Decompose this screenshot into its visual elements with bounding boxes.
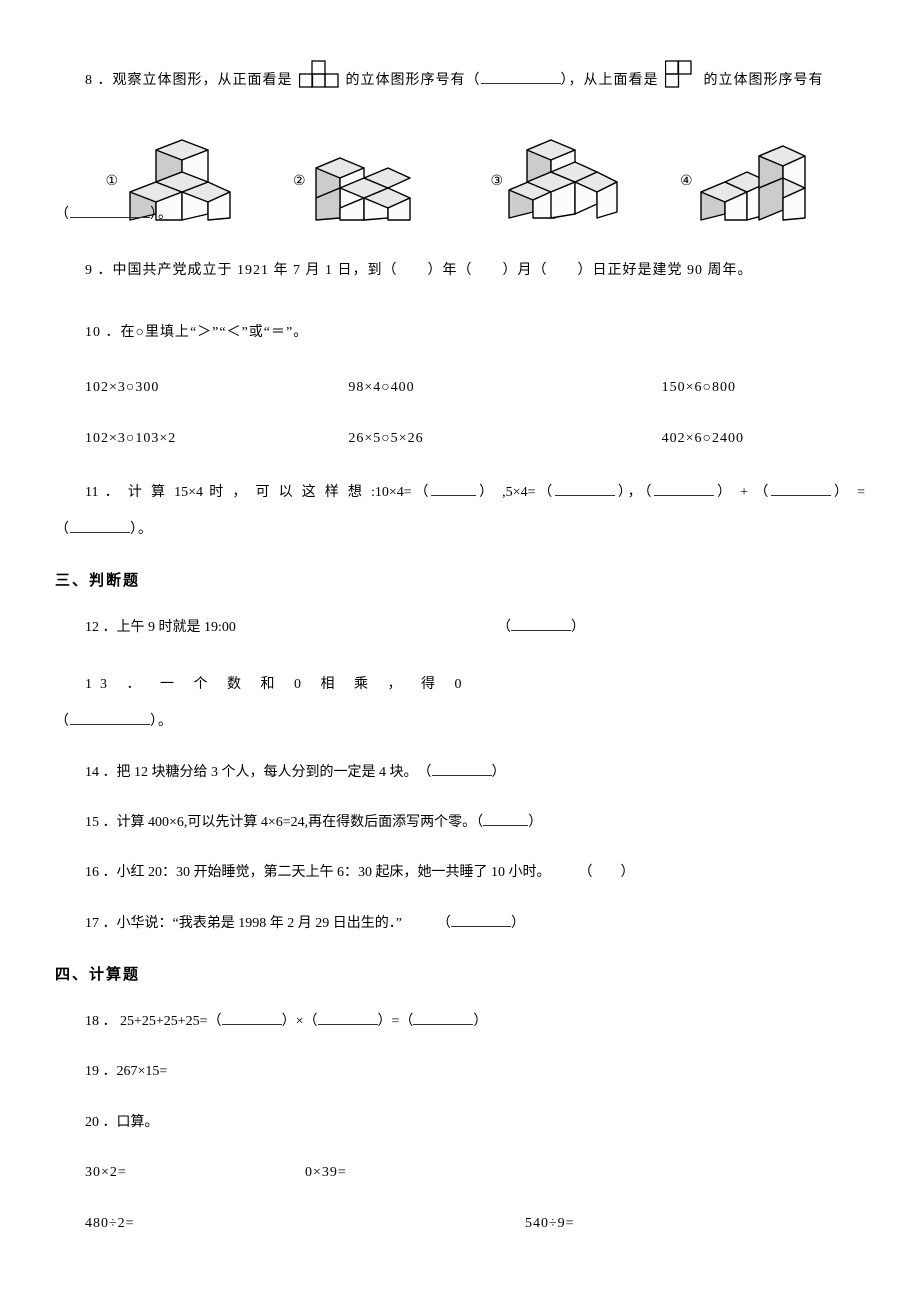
- q8-end: （: [55, 207, 70, 222]
- q17-text: 17 ．小华说：“我表弟是 1998 年 2 月 29 日出生的．” （: [85, 916, 451, 931]
- q11-c: ），（: [615, 485, 654, 500]
- q11-g: ）。: [130, 522, 153, 537]
- q10-lead: 10 ．在○里填上“＞”“＜”或“＝”。: [85, 325, 308, 340]
- q20-r1b: 0×39=: [305, 1162, 347, 1184]
- question-13: 13 ． 一 个 数 和 0 相 乘 ， 得 0: [55, 668, 865, 702]
- q12-paren: （）: [497, 617, 585, 639]
- question-16: 16 ．小红 20：30 开始睡觉，第二天上午 6：30 起床，她一共睡了 10…: [55, 862, 865, 884]
- q10-row2: 102×3○103×2 26×5○5×26 402×6○2400: [55, 428, 865, 450]
- question-8: 8 ．观察立体图形，从正面看是 的立体图形序号有（ ），从上面看是 的立体图形序号…: [55, 60, 865, 102]
- top-view-icon: [665, 60, 697, 102]
- blank: [318, 1011, 378, 1025]
- q20-r2b: 540÷9=: [525, 1213, 575, 1235]
- q12-text: 12 ．上午 9 时就是 19:00: [85, 617, 236, 639]
- q13-cont: （: [55, 714, 70, 729]
- blank: [654, 482, 714, 496]
- blank: [483, 812, 528, 826]
- q18-d: ）: [473, 1014, 487, 1029]
- q8-mid2: ），从上面看是: [561, 73, 659, 88]
- question-9: 9 ．中国共产党成立于 1921 年 7 月 1 日，到（ ）年（ ）月（ ）日…: [55, 254, 865, 288]
- blank: [70, 711, 150, 725]
- blank: [431, 482, 476, 496]
- q10-row1: 102×3○300 98×4○400 150×6○800: [55, 377, 865, 399]
- q10-r2c3: 402×6○2400: [552, 428, 865, 450]
- q10-r1c3: 150×6○800: [552, 377, 865, 399]
- q11-a: 11 ． 计 算 15×4 时 ， 可 以 这 样 想 :10×4=（: [85, 485, 431, 500]
- q11-f: （: [55, 522, 70, 537]
- q11-d: ） + （: [714, 485, 771, 500]
- q19-text: 19 ．267×15=: [85, 1064, 167, 1079]
- question-17: 17 ．小华说：“我表弟是 1998 年 2 月 29 日出生的．” （ ）: [55, 913, 865, 935]
- q18-b: ）×（: [282, 1014, 318, 1029]
- q17-end: ）: [511, 916, 525, 931]
- q8-mid1: 的立体图形序号有（: [346, 73, 481, 88]
- q20-row2: 480÷2= 540÷9=: [55, 1213, 865, 1235]
- q10-r1c2: 98×4○400: [288, 377, 551, 399]
- cube-figure-4: ④: [680, 140, 815, 222]
- question-20-lead: 20 ．口算。: [55, 1112, 865, 1134]
- q8-text: 8 ．观察立体图形，从正面看是 的立体图形序号有（ ），从上面看是 的立体图形序号…: [85, 73, 824, 88]
- q10-r1c1: 102×3○300: [85, 377, 288, 399]
- question-19: 19 ．267×15=: [55, 1061, 865, 1083]
- q9-text: 9 ．中国共产党成立于 1921 年 7 月 1 日，到（ ）年（ ）月（ ）日…: [85, 263, 753, 278]
- blank: [413, 1011, 473, 1025]
- q14-end: ）: [492, 765, 506, 780]
- label-3: ③: [490, 171, 503, 193]
- q13-text: 13 ． 一 个 数 和 0 相 乘 ， 得 0: [85, 677, 470, 692]
- q13-cont2: ）。: [150, 714, 173, 729]
- q20-row1: 30×2= 0×39=: [55, 1162, 865, 1184]
- label-1: ①: [105, 171, 118, 193]
- q15-text: 15 ．计算 400×6,可以先计算 4×6=24,再在得数后面添写两个零。（: [85, 815, 483, 830]
- question-18: 18 ． 25+25+25+25=（ ）×（ ）=（ ）: [55, 1011, 865, 1033]
- question-12: 12 ．上午 9 时就是 19:00 （）: [55, 617, 865, 639]
- q20-r2a: 480÷2=: [85, 1213, 525, 1235]
- q10-r2c2: 26×5○5×26: [288, 428, 551, 450]
- q11-b: ） ,5×4=（: [476, 485, 555, 500]
- q11-continue: （ ）。: [55, 519, 865, 541]
- cube-figure-2: ②: [293, 142, 430, 222]
- cube-figure-3: ③: [490, 132, 619, 222]
- question-15: 15 ．计算 400×6,可以先计算 4×6=24,再在得数后面添写两个零。（ ）: [55, 812, 865, 834]
- blank: [70, 519, 130, 533]
- section-4-heading: 四、计算题: [55, 963, 865, 987]
- q10-r2c1: 102×3○103×2: [85, 428, 288, 450]
- q18-c: ）=（: [378, 1014, 414, 1029]
- q8-prefix: 8 ．观察立体图形，从正面看是: [85, 73, 293, 88]
- question-11: 11 ． 计 算 15×4 时 ， 可 以 这 样 想 :10×4=（ ） ,5×…: [55, 478, 865, 509]
- q16-text: 16 ．小红 20：30 开始睡觉，第二天上午 6：30 起床，她一共睡了 10…: [85, 865, 635, 880]
- section-3-heading: 三、判断题: [55, 569, 865, 593]
- blank: [432, 762, 492, 776]
- blank: [222, 1011, 282, 1025]
- label-2: ②: [293, 171, 306, 193]
- q14-text: 14 ．把 12 块糖分给 3 个人，每人分到的一定是 4 块。 （: [85, 765, 432, 780]
- q18-a: 18 ． 25+25+25+25=（: [85, 1014, 222, 1029]
- q13-continue: （ ）。: [55, 711, 865, 733]
- blank: [771, 482, 831, 496]
- q15-end: ）: [528, 815, 542, 830]
- q8-mid3: 的立体图形序号有: [704, 73, 824, 88]
- blank: [511, 617, 571, 631]
- blank: [481, 70, 561, 84]
- label-4: ④: [680, 171, 693, 193]
- blank: [451, 913, 511, 927]
- question-10-lead: 10 ．在○里填上“＞”“＜”或“＝”。: [55, 316, 865, 350]
- blank: [555, 482, 615, 496]
- q8-end2: ）。: [150, 207, 173, 222]
- q20-r1a: 30×2=: [85, 1162, 305, 1184]
- question-14: 14 ．把 12 块糖分给 3 个人，每人分到的一定是 4 块。 （ ）: [55, 762, 865, 784]
- q20-lead: 20 ．口算。: [85, 1115, 159, 1130]
- front-view-icon: [299, 60, 339, 102]
- q11-e: ） =: [831, 485, 865, 500]
- blank: [70, 204, 150, 218]
